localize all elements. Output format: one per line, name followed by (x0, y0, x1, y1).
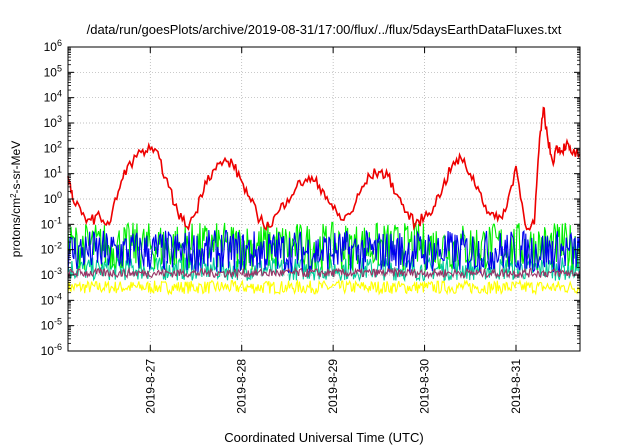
series-line-2 (67, 221, 581, 272)
series-line-0 (67, 278, 581, 296)
y-tick-label: 103 (44, 114, 62, 130)
y-tick-label: 10-4 (41, 291, 62, 307)
grid-lines (68, 47, 580, 351)
y-tick-label: 10-6 (41, 342, 62, 358)
y-tick-label: 10-2 (41, 241, 62, 257)
y-tick-label: 10-3 (41, 266, 62, 282)
x-axis-label: Coordinated Universal Time (UTC) (224, 430, 423, 445)
y-tick-label: 101 (44, 165, 62, 181)
y-tick-label: 102 (44, 139, 62, 155)
series-line-3 (67, 229, 581, 275)
series-layer (67, 106, 581, 296)
x-tick-label: 2019-8-28 (235, 359, 249, 414)
x-tick-label: 2019-8-27 (143, 359, 157, 414)
y-axis-label: protons/cm2-s-sr-MeV (9, 141, 24, 257)
series-line-4 (67, 266, 581, 280)
x-tick-label: 2019-8-29 (326, 359, 340, 414)
series-line-5 (67, 106, 581, 231)
y-tick-label: 10-1 (41, 215, 62, 231)
axis-ticks: 10-6 10-5 10-4 10-3 10-2 10-1 100 101 102 103 104 1… (41, 38, 580, 414)
y-tick-label: 100 (44, 190, 62, 206)
x-tick-label: 2019-8-31 (509, 359, 523, 414)
y-tick-label: 105 (44, 63, 62, 79)
y-tick-label: 10-5 (41, 317, 62, 333)
x-tick-label: 2019-8-30 (418, 359, 432, 414)
chart-title: /data/run/goesPlots/archive/2019-08-31/1… (87, 22, 562, 37)
y-tick-label: 106 (44, 38, 62, 54)
y-tick-label: 104 (44, 89, 62, 105)
